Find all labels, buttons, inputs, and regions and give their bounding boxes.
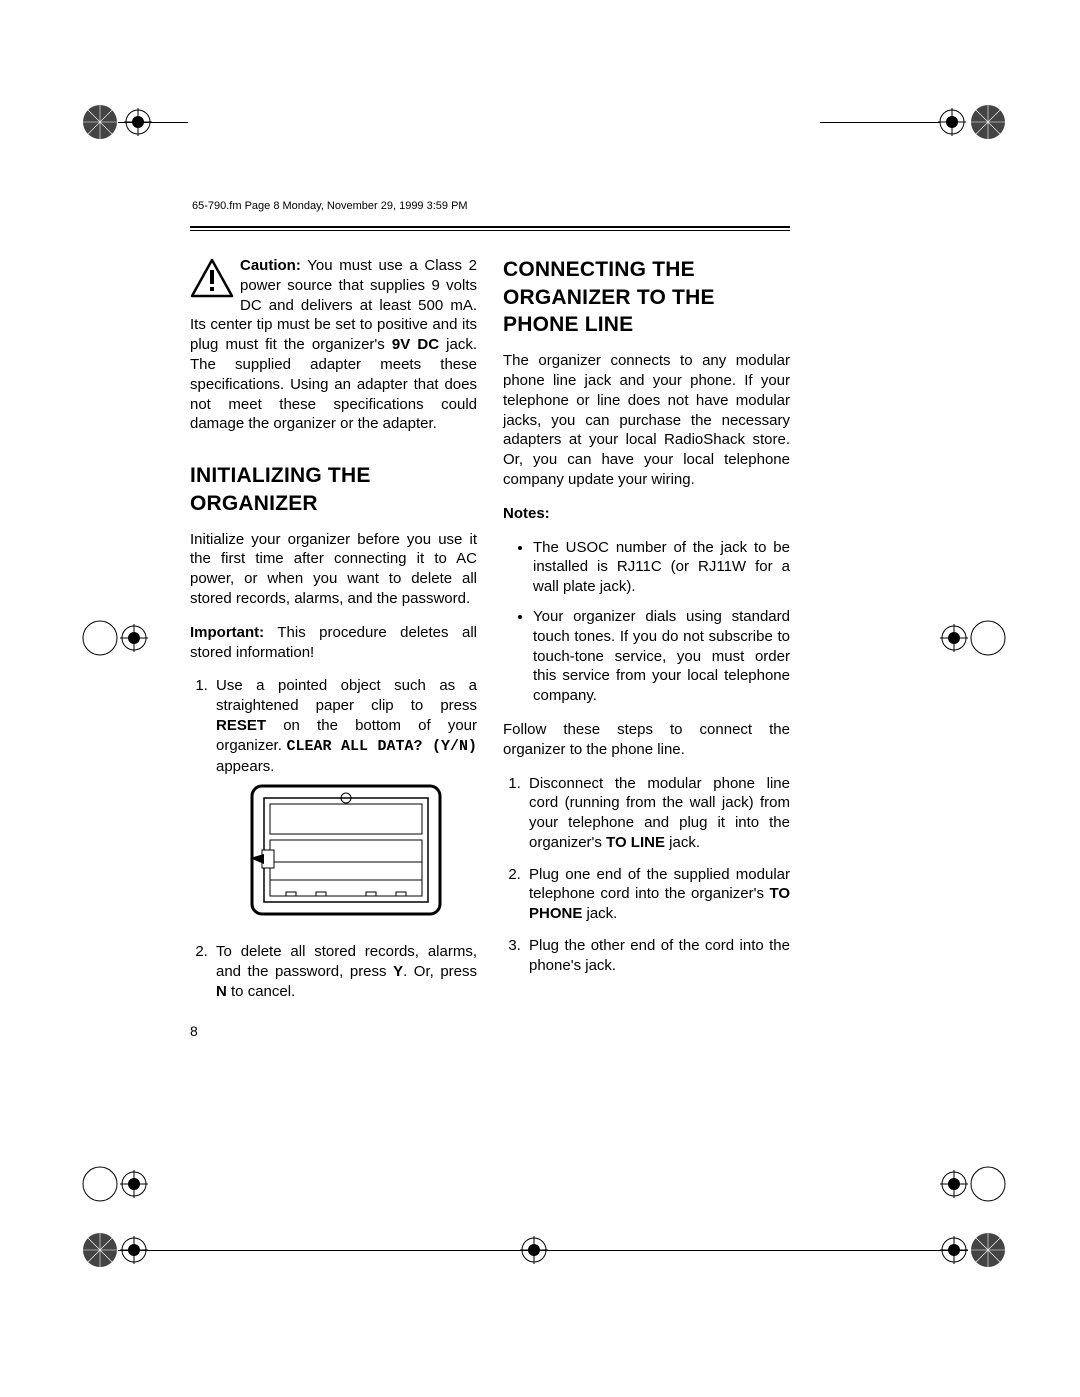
section-connecting: CONNECTING THE ORGANIZER TO THE PHONE LI… — [503, 256, 790, 339]
crop-mark-icon — [80, 102, 120, 142]
right-column: CONNECTING THE ORGANIZER TO THE PHONE LI… — [503, 256, 790, 1040]
connect-paragraph: The organizer connects to any modular ph… — [503, 351, 790, 490]
crop-mark-icon — [80, 618, 120, 658]
crop-mark-icon — [938, 108, 966, 136]
init-steps: Use a pointed object such as a straighte… — [212, 676, 477, 1001]
note-2: Your organizer dials using standard touc… — [533, 607, 790, 706]
section-initializing: INITIALIZING THE ORGANIZER — [190, 462, 477, 517]
init-paragraph: Initialize your organizer before you use… — [190, 530, 477, 609]
crop-mark-icon — [968, 1164, 1008, 1204]
caution-label: Caution: — [240, 257, 301, 274]
notes-list: The USOC number of the jack to be instal… — [533, 538, 790, 706]
crop-mark-icon — [940, 624, 968, 652]
connect-step-2: Plug one end of the supplied modular tel… — [525, 865, 790, 924]
caution-icon — [190, 258, 234, 298]
crop-mark-icon — [120, 1170, 148, 1198]
connect-step-3: Plug the other end of the cord into the … — [525, 936, 790, 976]
connect-steps: Disconnect the modular phone line cord (… — [525, 774, 790, 976]
init-step-1: Use a pointed object such as a straighte… — [212, 676, 477, 926]
important-label: Important: — [190, 624, 264, 641]
caution-9vdc: 9V DC — [392, 336, 439, 353]
organizer-diagram — [246, 780, 446, 926]
crop-mark-icon — [940, 1170, 968, 1198]
init-step-2: To delete all stored records, alarms, an… — [212, 942, 477, 1001]
crop-mark-icon — [80, 1230, 120, 1270]
crop-line — [118, 1250, 968, 1251]
crop-line — [820, 122, 940, 123]
page-number: 8 — [190, 1022, 477, 1040]
crop-mark-icon — [968, 102, 1008, 142]
crop-mark-icon — [968, 1230, 1008, 1270]
running-header: 65-790.fm Page 8 Monday, November 29, 19… — [192, 200, 890, 212]
left-column: Caution: You must use a Class 2 power so… — [190, 256, 477, 1040]
header-rule — [190, 226, 790, 230]
notes-label: Notes: — [503, 504, 790, 524]
page-body: 65-790.fm Page 8 Monday, November 29, 19… — [190, 200, 890, 1040]
connect-step-1: Disconnect the modular phone line cord (… — [525, 774, 790, 853]
caution-paragraph: Caution: You must use a Class 2 power so… — [190, 256, 477, 434]
crop-mark-icon — [120, 624, 148, 652]
note-1: The USOC number of the jack to be instal… — [533, 538, 790, 597]
crop-mark-icon — [968, 618, 1008, 658]
crop-line — [118, 122, 188, 123]
important-paragraph: Important: This procedure deletes all st… — [190, 623, 477, 663]
follow-steps: Follow these steps to connect the organi… — [503, 720, 790, 760]
crop-mark-icon — [80, 1164, 120, 1204]
